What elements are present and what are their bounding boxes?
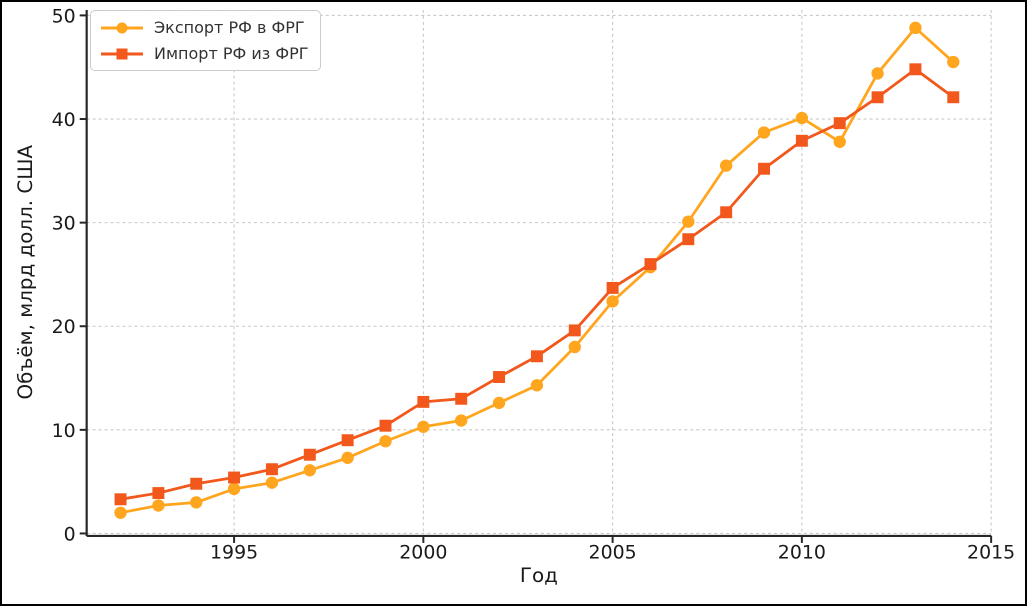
data-point-marker — [947, 55, 960, 69]
gridlines — [86, 9, 992, 536]
data-point-marker — [190, 477, 203, 490]
data-series — [114, 21, 960, 519]
data-point-marker — [568, 324, 581, 337]
data-point-marker — [871, 67, 884, 80]
data-point-marker — [530, 379, 544, 392]
y-tick-label: 10 — [52, 420, 76, 442]
y-tick-label: 0 — [64, 523, 76, 545]
data-point-marker — [114, 506, 127, 519]
data-point-marker — [795, 134, 808, 147]
data-point-marker — [719, 159, 733, 172]
x-tick-label: 2015 — [967, 541, 1015, 563]
data-point-marker — [833, 135, 846, 148]
data-point-marker — [152, 487, 165, 500]
data-point-marker — [606, 295, 619, 308]
import-series-marker-icon — [101, 48, 143, 59]
y-tick-label: 30 — [52, 213, 76, 235]
data-point-marker — [303, 448, 316, 461]
data-point-marker — [265, 476, 279, 489]
x-tick-label: 2005 — [589, 541, 637, 563]
legend: Экспорт РФ в ФРГ Импорт РФ из ФРГ — [90, 10, 321, 71]
data-point-marker — [795, 111, 809, 125]
data-point-marker — [720, 206, 733, 219]
legend-label-import: Импорт РФ из ФРГ — [154, 44, 309, 63]
data-point-marker — [455, 414, 468, 427]
data-point-marker — [530, 350, 543, 363]
x-tick-label: 2000 — [399, 541, 447, 563]
data-point-marker — [909, 21, 922, 35]
y-axis-label: Объём, млрд долл. США — [14, 145, 37, 400]
data-point-marker — [228, 471, 241, 484]
data-point-marker — [682, 215, 695, 228]
data-point-marker — [492, 396, 506, 410]
data-point-marker — [303, 464, 316, 477]
data-point-marker — [379, 419, 392, 432]
data-point-marker — [871, 91, 884, 104]
y-tick-label: 40 — [52, 109, 76, 131]
data-point-marker — [682, 233, 695, 246]
data-point-marker — [493, 371, 506, 383]
data-point-marker — [568, 340, 581, 354]
data-point-marker — [227, 482, 241, 496]
data-point-marker — [417, 395, 430, 408]
export-series-marker-icon — [101, 22, 143, 33]
legend-label-export: Экспорт РФ в ФРГ — [154, 18, 305, 37]
data-point-marker — [947, 91, 960, 104]
data-point-marker — [190, 496, 203, 509]
series-export — [114, 21, 960, 519]
data-point-marker — [757, 126, 771, 139]
x-tick-label: 1995 — [210, 541, 258, 563]
data-point-marker — [644, 258, 657, 271]
legend-item-export: Экспорт РФ в ФРГ — [99, 17, 309, 38]
axes: 0 10 20 30 40 50 1995 2000 2005 2010 2015 — [52, 5, 1016, 563]
series-line — [119, 26, 955, 515]
x-axis-label: Год — [520, 564, 558, 587]
data-point-marker — [341, 434, 354, 447]
y-tick-label: 20 — [52, 316, 76, 338]
data-point-marker — [265, 463, 278, 476]
legend-item-import: Импорт РФ из ФРГ — [99, 43, 309, 64]
data-point-marker — [417, 420, 430, 433]
data-point-marker — [379, 435, 392, 448]
y-tick-label: 50 — [52, 5, 76, 27]
x-tick-label: 2010 — [778, 541, 826, 563]
data-point-marker — [114, 493, 127, 506]
data-point-marker — [758, 162, 770, 175]
data-point-marker — [909, 63, 922, 76]
data-point-marker — [455, 392, 468, 405]
data-point-marker — [152, 499, 165, 512]
data-point-marker — [606, 281, 619, 294]
data-point-marker — [341, 451, 354, 464]
series-import — [114, 63, 960, 506]
data-point-marker — [833, 117, 846, 130]
